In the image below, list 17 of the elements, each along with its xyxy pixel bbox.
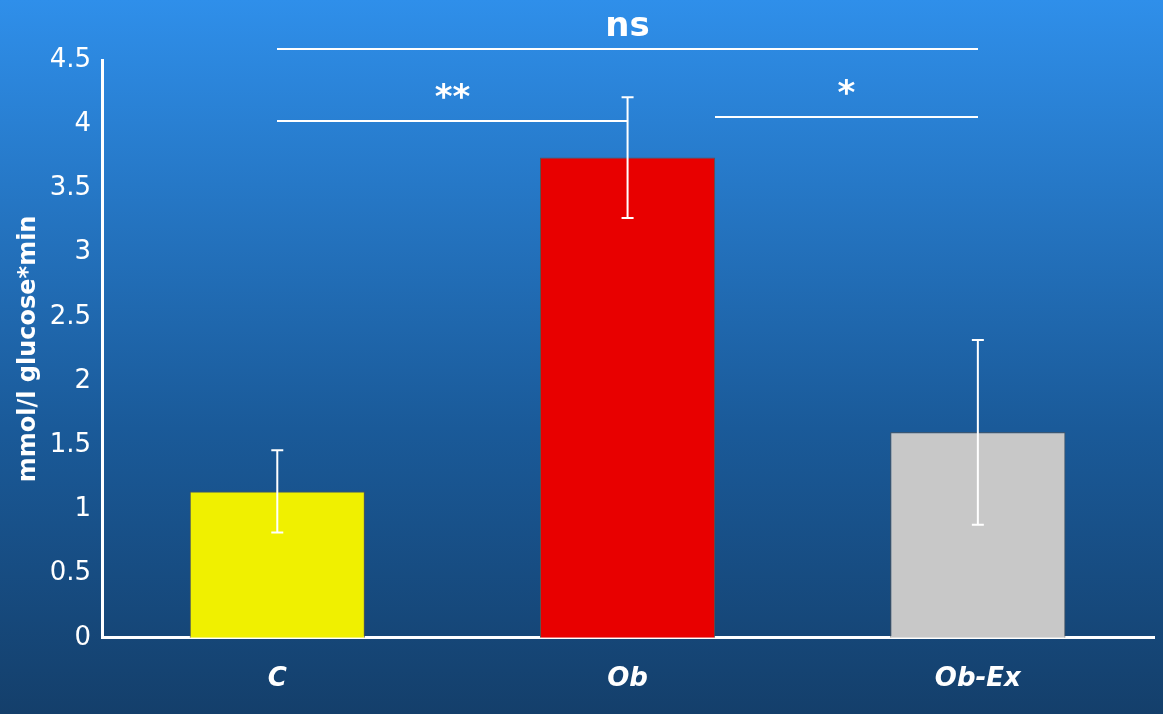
y-tick-label: 0 [74,620,92,651]
y-tick-label: 1.5 [49,427,92,458]
y-tick-label: 2 [74,363,92,394]
y-tick-label: 3 [74,235,92,266]
text: ns [605,4,650,44]
annotation: ** [434,76,471,117]
y-tick-label: 1 [74,492,92,523]
y-tick-label: 3.5 [49,171,92,202]
y-tick-label: 0.5 [49,556,92,587]
y-axis-title: mmol/l glucose*min [12,215,41,483]
y-tick-label: 4 [74,106,92,137]
x-tick-label: Ob-Ex [934,662,1023,693]
x-tick-label: Ob [607,662,648,693]
annotation: * [837,72,856,113]
x-tick-label: C [267,662,287,693]
y-tick-label: 4.5 [49,42,92,73]
y-tick-label: 2.5 [49,299,92,330]
